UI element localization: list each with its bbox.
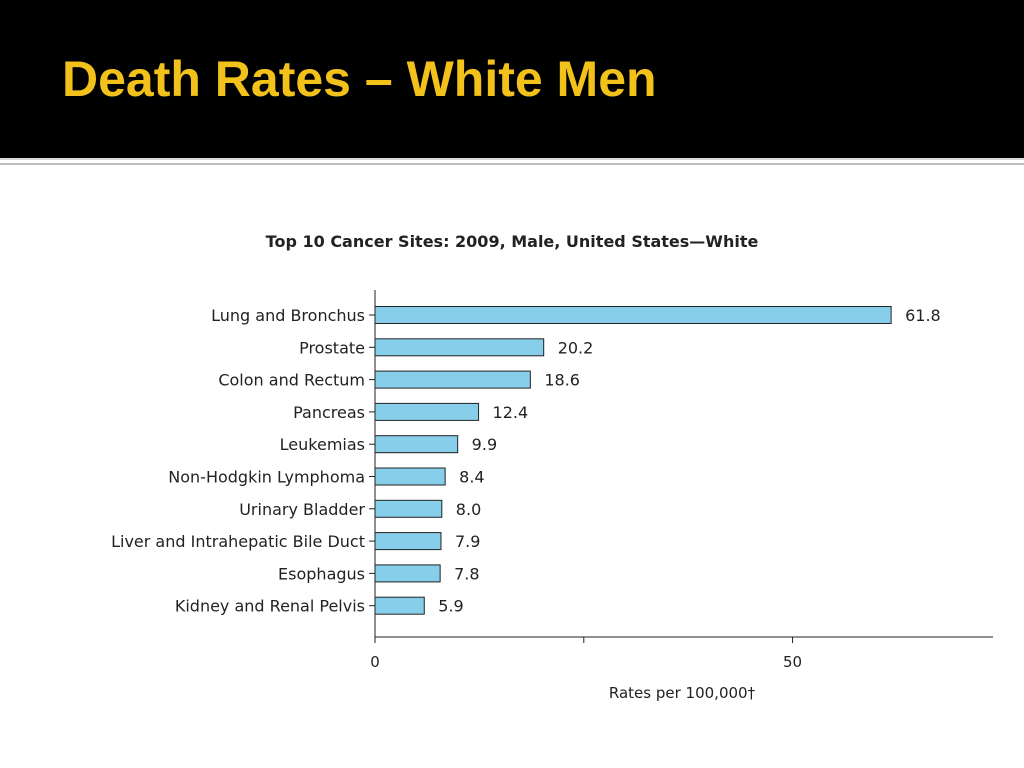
- bar: [374, 499, 443, 518]
- category-label: Liver and Intrahepatic Bile Duct: [111, 532, 365, 551]
- bar: [374, 435, 459, 454]
- bar: [374, 338, 545, 357]
- header-divider: [0, 158, 1024, 160]
- bar: [374, 564, 441, 583]
- bar: [374, 467, 446, 486]
- category-label: Leukemias: [280, 435, 365, 454]
- header-divider-shadow: [0, 163, 1024, 165]
- chart-title: Top 10 Cancer Sites: 2009, Male, United …: [266, 232, 759, 251]
- value-label: 18.6: [544, 371, 580, 390]
- x-tick-label: 0: [370, 653, 380, 671]
- category-label: Kidney and Renal Pelvis: [175, 597, 365, 616]
- value-label: 9.9: [472, 435, 497, 454]
- value-label: 12.4: [493, 403, 529, 422]
- bar: [374, 532, 442, 551]
- value-label: 8.0: [456, 500, 481, 519]
- slide-title: Death Rates – White Men: [62, 51, 657, 107]
- category-label: Colon and Rectum: [218, 371, 365, 390]
- category-label: Urinary Bladder: [239, 500, 365, 519]
- value-label: 7.8: [454, 564, 479, 583]
- bar: [374, 402, 480, 421]
- value-label: 8.4: [459, 468, 484, 487]
- value-label: 7.9: [455, 532, 480, 551]
- x-tick-label: 50: [783, 653, 802, 671]
- axes-group: Lung and Bronchus Prostate Colon and Rectu…: [111, 290, 993, 671]
- x-axis-title: Rates per 100,000†: [609, 684, 756, 702]
- category-label: Non-Hodgkin Lymphoma: [168, 468, 365, 487]
- category-label: Pancreas: [293, 403, 365, 422]
- bar: [374, 370, 531, 389]
- category-label: Prostate: [299, 338, 365, 357]
- category-label: Esophagus: [278, 564, 365, 583]
- bar: [374, 596, 425, 615]
- value-label: 5.9: [438, 597, 463, 616]
- value-label: 61.8: [905, 306, 941, 325]
- category-label: Lung and Bronchus: [211, 306, 365, 325]
- slide-header: Death Rates – White Men: [0, 0, 1024, 158]
- bars-group: 61.8 20.2 18.6 12.4 9.9 8.4 8.0 7.9 7.8 5.9: [374, 306, 941, 616]
- bar: [374, 306, 892, 324]
- value-label: 20.2: [558, 338, 594, 357]
